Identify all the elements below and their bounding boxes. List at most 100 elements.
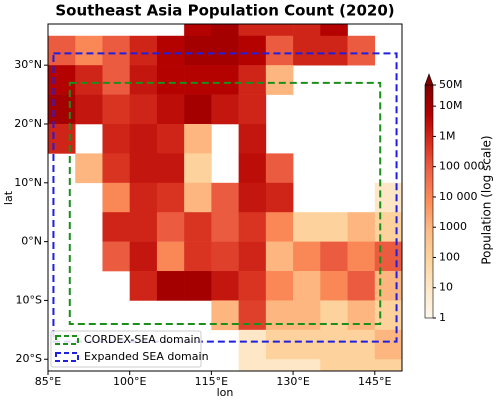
grid-cell [293,24,321,37]
y-tick-label: 30°N [14,58,42,71]
grid-cell [129,94,158,125]
grid-cell [265,24,294,37]
grid-cell [156,123,185,154]
colorbar-tick-label: 10 000 [439,190,478,203]
grid-cell [102,35,130,66]
grid-cell [320,24,348,37]
x-tick-label: 85°E [35,375,61,388]
grid-cell [265,329,294,360]
y-tick-label: 20°S [16,352,42,365]
grid-cell [238,94,267,125]
chart-title: Southeast Asia Population Count (2020) [55,2,394,20]
grid-cell [265,35,294,66]
colorbar-tick-label: 1 [439,311,446,324]
grid-cell [265,300,294,331]
grid-cell [75,153,103,184]
x-tick-label: 100°E [113,375,146,388]
grid-cell [265,65,294,95]
grid-cell [102,212,130,242]
colorbar-tick-label: 1000 [439,220,467,233]
grid-cell [184,271,212,301]
grid-cell [129,241,158,272]
domain-box [68,81,382,325]
grid-cell [102,182,130,213]
grid-cell [184,182,212,213]
grid-cell [320,271,348,301]
colorbar [424,84,434,319]
grid-cell [211,271,239,301]
grid-cell [129,35,158,66]
plot-frame [47,23,403,372]
grid-cell [156,35,185,66]
grid-cell [265,359,294,371]
grid-cell [374,300,402,331]
colorbar-extend [424,73,434,86]
grid-cell [320,35,348,66]
y-tick-label: 20°N [14,117,42,130]
grid-cell [238,182,267,213]
grid-cell [374,329,402,360]
grid-cell [102,241,130,272]
grid-cell [184,153,212,184]
grid-cell [293,271,321,301]
grid-cell [48,123,76,154]
grid-cell [238,241,267,272]
grid-cell [184,123,212,154]
grid-cell [238,212,267,242]
grid-cell [347,300,376,331]
grid-cell [374,241,402,272]
grid-cell [184,35,212,66]
grid-cell [238,35,267,66]
grid-cell [293,35,321,66]
x-tick-label: 130°E [276,375,309,388]
x-axis-label: lon [217,386,234,399]
grid-cell [156,182,185,213]
grid-cell [293,241,321,272]
grid-cell [374,359,402,371]
legend-swatch [55,352,79,362]
grid-cell [102,94,130,125]
colorbar-tick-label: 10M [439,99,463,112]
legend-box [50,330,202,368]
grid-cell [156,65,185,95]
grid-cell [320,241,348,272]
grid-cell [238,300,267,331]
x-tick-label: 115°E [195,375,228,388]
grid-cell [211,24,239,37]
grid-cell [320,212,348,242]
grid-cell [238,329,267,360]
colorbar-tick-label: 100 000 [439,160,485,173]
grid-cell [211,300,239,331]
colorbar-tick-label: 100 [439,250,460,263]
legend-label: CORDEX-SEA domain [84,333,201,346]
grid-cell [156,271,185,301]
grid-cell [129,123,158,154]
colorbar-label: Population (log scale) [480,135,494,264]
grid-cell [211,94,239,125]
grid-cell [374,271,402,301]
grid-cell [156,94,185,125]
grid-cell [184,241,212,272]
y-tick-label: 0°N [21,235,42,248]
grid-cell [156,212,185,242]
grid-cell [265,241,294,272]
grid-cell [129,153,158,184]
grid-cell [48,94,76,125]
grid-cell [238,123,267,154]
grid-cell [238,65,267,95]
grid-cell [211,182,239,213]
grid-cell [265,182,294,213]
grid-cell [238,24,267,37]
grid-cell [156,153,185,184]
grid-cell [238,153,267,184]
grid-cell [293,359,321,371]
grid-cell [265,271,294,301]
grid-cell [211,35,239,66]
domain-box [52,52,398,343]
grid-cell [265,153,294,184]
grid-cell [129,271,158,301]
grid-cell [156,241,185,272]
legend-label: Expanded SEA domain [84,350,209,363]
y-tick-label: 10°S [16,293,42,306]
